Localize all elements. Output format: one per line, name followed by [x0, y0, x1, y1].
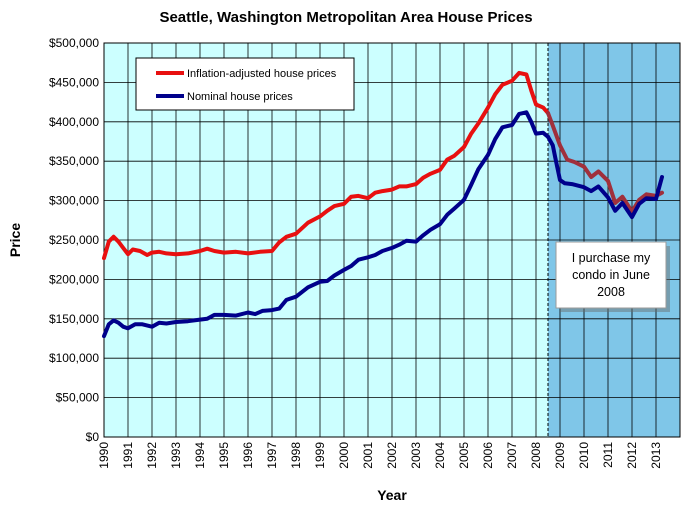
y-tick-label: $500,000 — [49, 36, 99, 50]
annotation-line-3: 2008 — [597, 285, 625, 299]
series-line-0-pre — [102, 70, 550, 261]
x-tick-label: 1995 — [217, 442, 231, 469]
legend: Inflation-adjusted house prices Nominal … — [135, 57, 355, 111]
legend-label-inflation-adjusted: Inflation-adjusted house prices — [187, 68, 337, 80]
x-tick-label: 1992 — [145, 442, 159, 469]
y-tick-label: $400,000 — [49, 115, 99, 129]
x-tick-label: 2011 — [601, 442, 615, 468]
series-lines — [102, 70, 664, 339]
y-axis-tick-labels: $0 $50,000 $100,000 $150,000 $200,000 $250,00… — [49, 36, 99, 444]
x-tick-label: 2008 — [529, 442, 543, 469]
x-tick-label: 2004 — [433, 442, 447, 469]
x-tick-label: 1997 — [265, 442, 279, 469]
x-tick-label: 2006 — [481, 442, 495, 469]
annotation-box — [555, 241, 667, 309]
x-tick-label: 1994 — [193, 442, 207, 469]
legend-label-nominal: Nominal house prices — [187, 91, 293, 103]
y-tick-label: $50,000 — [56, 391, 100, 405]
series-line-0-post — [546, 111, 664, 214]
y-tick-label: $0 — [86, 430, 100, 444]
x-tick-label: 1993 — [169, 442, 183, 469]
series-line-1-post — [546, 134, 664, 220]
y-tick-label: $350,000 — [49, 154, 99, 168]
x-tick-label: 2005 — [457, 442, 471, 469]
x-axis-title: Year — [377, 487, 407, 503]
series-line-1-pre — [102, 110, 550, 339]
x-tick-label: 2010 — [577, 442, 591, 469]
x-tick-label: 2007 — [505, 442, 519, 469]
plot-border — [103, 42, 681, 438]
y-tick-label: $200,000 — [49, 272, 99, 286]
y-axis-title: Price — [7, 223, 23, 257]
x-tick-label: 2012 — [625, 442, 639, 469]
legend-box — [135, 57, 355, 111]
x-tick-label: 2013 — [649, 442, 663, 469]
annotation-line-2: condo in June — [572, 268, 650, 282]
x-tick-label: 1991 — [121, 442, 135, 469]
x-axis-tick-labels: 1990 1991 1992 1993 1994 1995 1996 1997 1998 1999… — [97, 442, 663, 469]
x-tick-label: 2009 — [553, 442, 567, 469]
x-tick-label: 2000 — [337, 442, 351, 469]
chart-title: Seattle, Washington Metropolitan Area Ho… — [159, 9, 532, 26]
x-tick-label: 1998 — [289, 442, 303, 469]
x-tick-label: 1996 — [241, 442, 255, 469]
y-tick-label: $250,000 — [49, 233, 99, 247]
x-tick-label: 1999 — [313, 442, 327, 469]
x-tick-label: 2003 — [409, 442, 423, 469]
purchase-annotation: I purchase my condo in June 2008 — [555, 241, 670, 312]
annotation-line-1: I purchase my — [572, 251, 651, 265]
y-tick-label: $100,000 — [49, 351, 99, 365]
y-tick-label: $300,000 — [49, 194, 99, 208]
x-tick-label: 2002 — [385, 442, 399, 469]
x-tick-label: 1990 — [97, 442, 111, 469]
x-tick-label: 2001 — [361, 442, 375, 469]
y-tick-label: $150,000 — [49, 312, 99, 326]
y-tick-label: $450,000 — [49, 75, 99, 89]
